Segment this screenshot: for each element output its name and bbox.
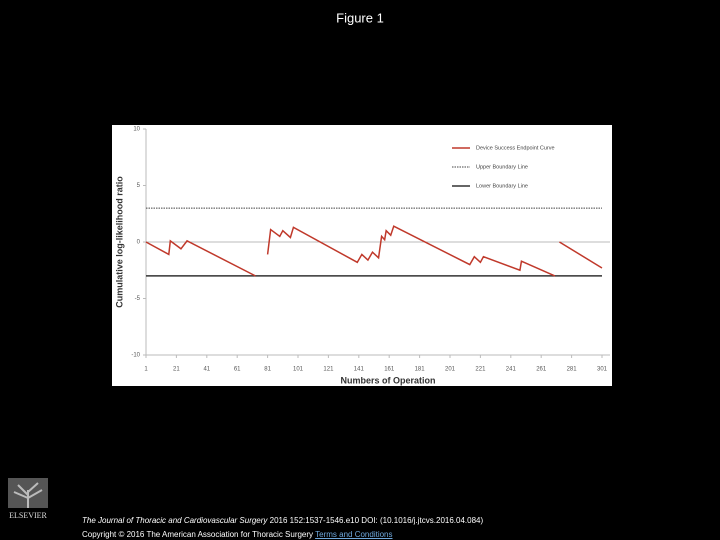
- x-tick-label: 221: [475, 367, 486, 373]
- x-tick-label: 21: [173, 367, 180, 373]
- x-tick-label: 61: [234, 367, 241, 373]
- logo-text: ELSEVIER: [9, 511, 47, 520]
- legend-label: Lower Boundary Line: [476, 183, 528, 189]
- y-tick-label: -10: [131, 353, 140, 359]
- x-tick-label: 301: [597, 367, 608, 373]
- x-tick-label: 261: [536, 367, 547, 373]
- x-tick-label: 1: [144, 367, 148, 373]
- y-tick-label: 0: [137, 240, 141, 246]
- x-axis-label: Numbers of Operation: [340, 375, 435, 385]
- journal: The Journal of Thoracic and Cardiovascul…: [82, 516, 268, 525]
- x-tick-label: 141: [354, 367, 365, 373]
- citation: The Journal of Thoracic and Cardiovascul…: [82, 516, 483, 525]
- copyright: Copyright © 2016 The American Associatio…: [82, 530, 314, 539]
- x-tick-label: 101: [293, 367, 304, 373]
- x-tick-label: 281: [567, 367, 578, 373]
- page-title: Figure 1: [336, 10, 384, 25]
- legend-label: Device Success Endpoint Curve: [476, 145, 555, 151]
- data-line: [145, 225, 603, 277]
- x-tick-label: 181: [415, 367, 426, 373]
- y-axis-label: Cumulative log-likelihood ratio: [114, 176, 124, 308]
- legend-label: Upper Boundary Line: [476, 164, 528, 170]
- x-tick-label: 121: [323, 367, 334, 373]
- x-tick-label: 241: [506, 367, 517, 373]
- logo: ELSEVIER: [8, 478, 48, 520]
- x-tick-label: 161: [384, 367, 395, 373]
- citation-text: 2016 152:1537-1546.e10 DOI: (10.1016/j.j…: [269, 516, 484, 525]
- y-tick-label: -5: [135, 296, 141, 302]
- y-tick-label: 5: [137, 183, 141, 189]
- y-tick-label: 10: [133, 127, 140, 133]
- x-tick-label: 41: [203, 367, 210, 373]
- x-tick-label: 81: [264, 367, 271, 373]
- copyright-line: Copyright © 2016 The American Associatio…: [82, 530, 393, 539]
- x-tick-label: 201: [445, 367, 456, 373]
- terms-link[interactable]: Terms and Conditions: [315, 530, 393, 539]
